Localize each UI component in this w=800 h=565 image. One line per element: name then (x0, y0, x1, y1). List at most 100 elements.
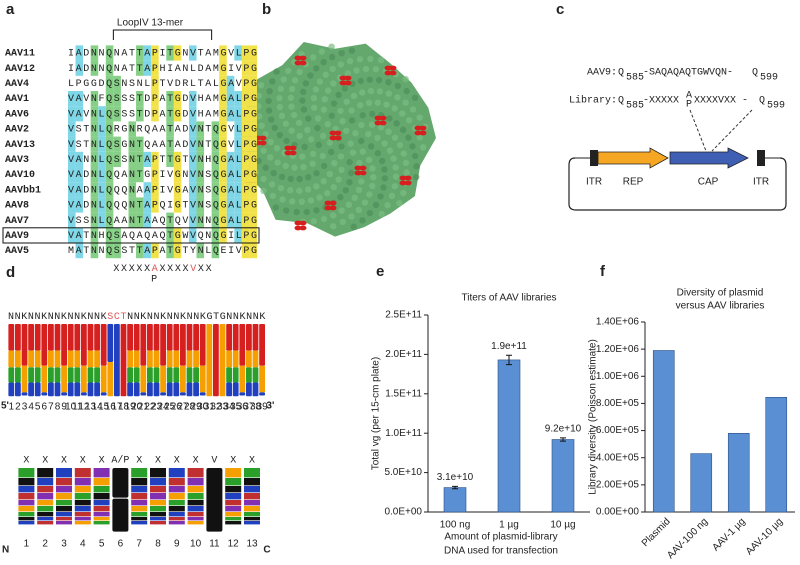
logo-letter (140, 392, 147, 396)
surface-loop (334, 135, 342, 141)
residue-shade (196, 136, 205, 152)
sequence-name: AAV5 (5, 246, 29, 257)
residue-shade (75, 151, 84, 167)
aa-header: X (249, 456, 255, 467)
residue-shade (75, 106, 84, 122)
logo-letter (131, 521, 148, 525)
residue-shade (249, 197, 257, 213)
surface-texture (367, 55, 374, 63)
logo-letter (18, 506, 35, 512)
surface-texture (257, 82, 265, 89)
y-tick-label: 1.5E+11 (385, 388, 422, 399)
residue-shade (188, 91, 197, 107)
surface-texture (343, 98, 350, 105)
logo-letter (21, 365, 28, 393)
surface-texture (270, 169, 277, 177)
surface-texture (276, 103, 284, 111)
logo-letter (74, 382, 81, 397)
surface-texture (411, 94, 419, 101)
residue-shade (219, 75, 227, 91)
logo-letter (244, 468, 260, 478)
logo-letter (239, 392, 246, 396)
y-tick-label: 0.0E+00 (384, 507, 422, 518)
position-number: 33 (217, 402, 229, 413)
sequence-name: AAVbb1 (5, 184, 41, 196)
surface-texture (405, 117, 413, 124)
residue-shade (188, 227, 197, 243)
residue-shade (219, 227, 227, 243)
y-tick-label: 4.00E+05 (596, 452, 640, 463)
residue-shade (90, 167, 99, 183)
bar (551, 439, 575, 513)
bracket (112, 29, 213, 40)
residue-shade (226, 182, 235, 198)
surface-texture (368, 143, 375, 150)
position-number: 12 (228, 539, 240, 550)
terminus-label: C (263, 545, 270, 556)
logo-letter (8, 324, 15, 351)
aa-header: X (23, 456, 29, 467)
surface-texture (296, 132, 303, 140)
position-number: 3 (22, 402, 28, 413)
residue-shade (241, 106, 250, 122)
surface-loop (324, 205, 332, 211)
logo-letter (244, 478, 260, 486)
logo-letter (244, 517, 260, 521)
surface-loop (344, 80, 352, 86)
surface-texture (330, 80, 337, 87)
surface-loop (339, 75, 347, 81)
residue-shade (249, 45, 257, 61)
logo-letter (74, 506, 91, 512)
logo-letter (37, 521, 54, 525)
surface-texture (268, 181, 276, 188)
loop-label: LoopIV 13-mer (117, 18, 184, 29)
logo-letter (244, 506, 260, 512)
logo-letter (37, 478, 54, 486)
logo-letter (131, 512, 148, 517)
position-number: 10 (65, 402, 77, 413)
residue-shade (113, 91, 121, 107)
surface-texture (372, 66, 380, 73)
surface-texture (303, 208, 310, 216)
logo-letter (74, 478, 91, 486)
surface-texture (313, 207, 320, 214)
logo-letter (153, 324, 160, 351)
residue-shade (234, 151, 242, 167)
logo-letter (232, 324, 239, 351)
surface-texture (348, 107, 355, 114)
surface-texture (307, 136, 315, 143)
surface-texture (262, 164, 269, 171)
surface-texture (345, 201, 353, 208)
residue-shade (105, 182, 114, 198)
logo-letter (81, 324, 87, 366)
surface-texture (378, 157, 386, 165)
residue-shade (105, 45, 114, 61)
residue-shade (90, 182, 99, 198)
position-number: 21 (138, 402, 150, 413)
surface-texture (265, 97, 272, 105)
surface-loop (294, 225, 302, 231)
logo-letter (37, 512, 54, 517)
residue-shade (211, 167, 220, 183)
position: 599 (767, 101, 785, 112)
surface-texture (416, 114, 423, 121)
residue-shade (151, 197, 159, 213)
logo-letter (18, 478, 35, 486)
surface-texture (286, 187, 294, 194)
surface-texture (339, 117, 346, 125)
logo-letter (199, 392, 206, 396)
residue-shade (241, 182, 250, 198)
logo-letter (18, 512, 35, 517)
residue-shade (151, 182, 159, 198)
logo-letter (246, 382, 252, 397)
logo-letter (187, 517, 204, 521)
logo-letter (168, 506, 185, 512)
residue-shade (188, 197, 197, 213)
surface-texture (366, 76, 373, 83)
surface-texture (403, 87, 410, 95)
y-tick-label: 2.00E+05 (596, 479, 640, 490)
surface-texture (338, 207, 345, 214)
residue-shade (166, 212, 174, 228)
logo-letter (225, 500, 242, 506)
surface-texture (313, 183, 320, 190)
